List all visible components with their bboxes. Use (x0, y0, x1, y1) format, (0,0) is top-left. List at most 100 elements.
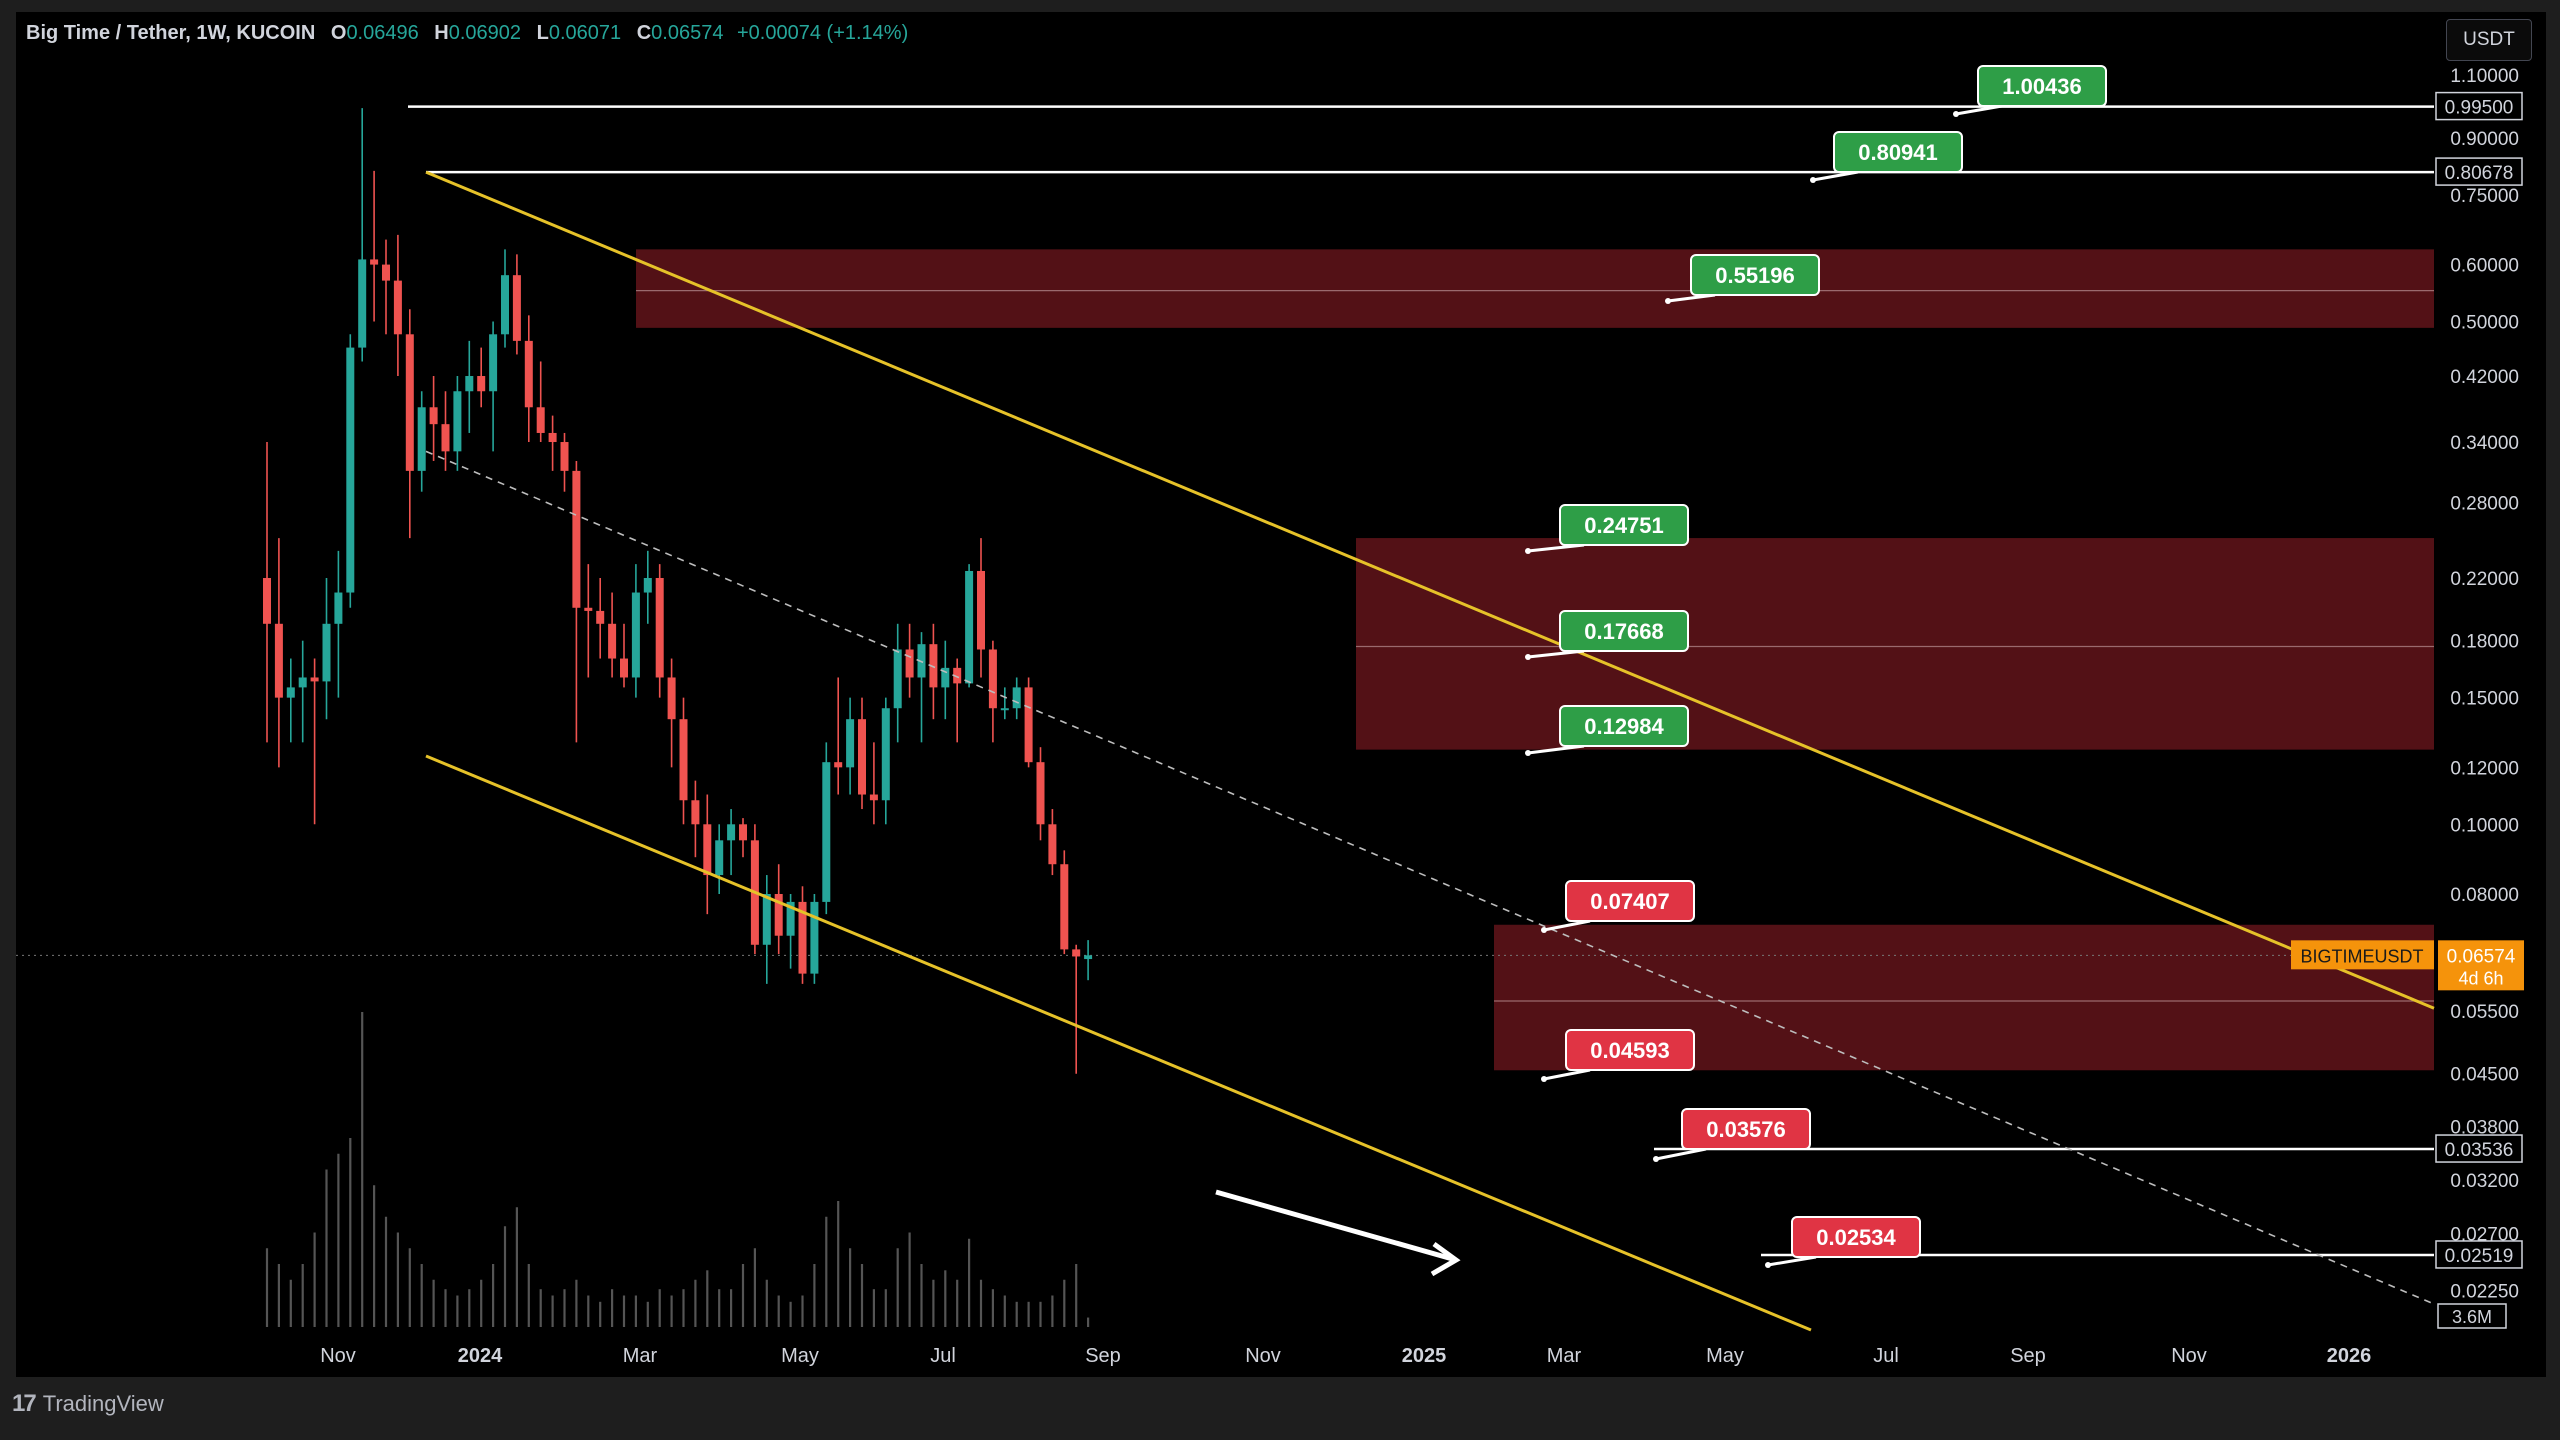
target-callout-box (1559, 705, 1689, 747)
candle-body (596, 610, 605, 624)
support-callout-label: 0.04593 (1590, 1038, 1670, 1063)
symbol-name[interactable]: Big Time / Tether, 1W, KUCOIN (26, 22, 316, 44)
target-callout-anchor (1525, 548, 1531, 554)
target-callout-anchor (1665, 298, 1671, 304)
channel-lower-line (425, 754, 1812, 1332)
high-value: 0.06902 (448, 22, 522, 44)
resistance-zone (636, 249, 2434, 328)
candle-body (429, 407, 438, 425)
price-tick-label: 1.10000 (2450, 66, 2519, 87)
target-callout-label: 0.12984 (1584, 714, 1664, 739)
price-chart-svg: 1.00436 0.80941 0.55196 0.24751 0.17668 0.129… (16, 65, 2524, 1367)
symbol-tag (2291, 940, 2434, 970)
candle-body (977, 570, 985, 650)
candle-body (560, 442, 569, 471)
chart-area[interactable]: Big Time / Tether, 1W, KUCOIN O0.06496 H… (16, 12, 2546, 1377)
candle-body (965, 570, 974, 684)
candle-body (929, 644, 938, 688)
candle-body (1048, 824, 1057, 865)
support-callout-pointer (1655, 1147, 1707, 1161)
candle-body (881, 708, 890, 801)
price-tick-label: 0.60000 (2450, 256, 2519, 277)
candle-body (393, 280, 402, 335)
candle-body (417, 407, 426, 471)
countdown-label: 4d 6h (2458, 968, 2503, 988)
target-callout-box (1559, 610, 1689, 652)
candle-body (941, 667, 950, 688)
candle-body (988, 649, 997, 709)
price-tick-label: 0.15000 (2450, 689, 2519, 710)
support-callout-pointer (1543, 919, 1591, 932)
candle-body (274, 623, 283, 698)
candle-body (286, 687, 295, 698)
candle-body (691, 800, 700, 825)
resistance-zone (1356, 538, 2434, 750)
time-axis-label: Nov (1245, 1345, 1281, 1367)
tradingview-brand-label: TradingView (42, 1391, 164, 1416)
time-axis-label: May (1706, 1345, 1744, 1367)
support-callout-pointer (1543, 1068, 1591, 1081)
candle-body (584, 607, 593, 611)
support-callout-anchor (1541, 927, 1547, 933)
target-callout-box (1833, 131, 1963, 173)
target-callout-pointer (1955, 104, 2003, 116)
price-level-tag-label: 0.03536 (2445, 1140, 2514, 1161)
price-level-tag-label: 0.02519 (2445, 1246, 2514, 1267)
tradingview-logo-icon: 17 (12, 1390, 37, 1417)
candle-body (1012, 687, 1021, 709)
close-value: 0.06574 (651, 22, 724, 44)
support-callout-box (1565, 880, 1695, 922)
candle-body (501, 275, 509, 335)
trend-arrow-line (1215, 1189, 1457, 1263)
candle-body (762, 894, 771, 945)
candle-body (715, 840, 724, 876)
time-axis-label: Sep (2010, 1345, 2046, 1367)
symbol-legend: Big Time / Tether, 1W, KUCOIN O0.06496 H… (26, 22, 909, 44)
price-tick-label: 0.02700 (2450, 1224, 2519, 1245)
price-tick-label: 0.12000 (2450, 758, 2519, 779)
time-axis-label: Jul (1873, 1345, 1899, 1367)
price-tick-label: 0.05500 (2450, 1002, 2519, 1023)
candle-body (298, 677, 307, 688)
candle-body (620, 658, 628, 678)
candle-body (703, 824, 712, 876)
target-callout-label: 0.80941 (1858, 140, 1938, 165)
candle-body (1084, 955, 1093, 960)
price-tick-label: 0.75000 (2450, 186, 2519, 207)
currency-button[interactable]: USDT (2446, 19, 2532, 61)
price-level-tag (2435, 157, 2523, 186)
candle-body (441, 424, 450, 452)
candle-body (727, 824, 736, 841)
price-tick-label: 0.02250 (2450, 1281, 2519, 1302)
price-tick-label: 0.34000 (2450, 433, 2519, 454)
candle-body (834, 762, 843, 768)
candle-body (346, 347, 355, 593)
price-level-tag-label: 0.99500 (2445, 98, 2514, 119)
candle-body (548, 432, 557, 443)
candle-body (774, 894, 783, 936)
change-value: +0.00074 (+1.14%) (737, 22, 909, 44)
candle-body (869, 794, 878, 801)
support-callout-label: 0.07407 (1590, 889, 1670, 914)
candle-body (893, 649, 902, 709)
candle-body (1000, 708, 1009, 711)
candle-body (739, 824, 747, 841)
target-callout-box (1977, 65, 2107, 107)
candle-body (953, 667, 962, 684)
candle-body (310, 677, 319, 682)
current-price-label: 0.06574 (2447, 946, 2516, 967)
price-tick-label: 0.03800 (2450, 1118, 2519, 1139)
candle-body (572, 470, 581, 608)
candle-body (858, 719, 866, 795)
support-callout-anchor (1541, 1076, 1547, 1082)
price-level-tag (2435, 91, 2523, 121)
target-callout-pointer (1527, 744, 1585, 755)
candle-body (465, 376, 474, 392)
candle-body (322, 623, 331, 682)
candle-body (608, 623, 617, 659)
target-callout-pointer (1812, 170, 1859, 182)
time-axis-label: Jul (930, 1345, 956, 1367)
price-tick-label: 0.28000 (2450, 494, 2519, 515)
time-axis-label: 2025 (1402, 1345, 1447, 1367)
footer-brand[interactable]: 17 TradingView (12, 1390, 164, 1418)
